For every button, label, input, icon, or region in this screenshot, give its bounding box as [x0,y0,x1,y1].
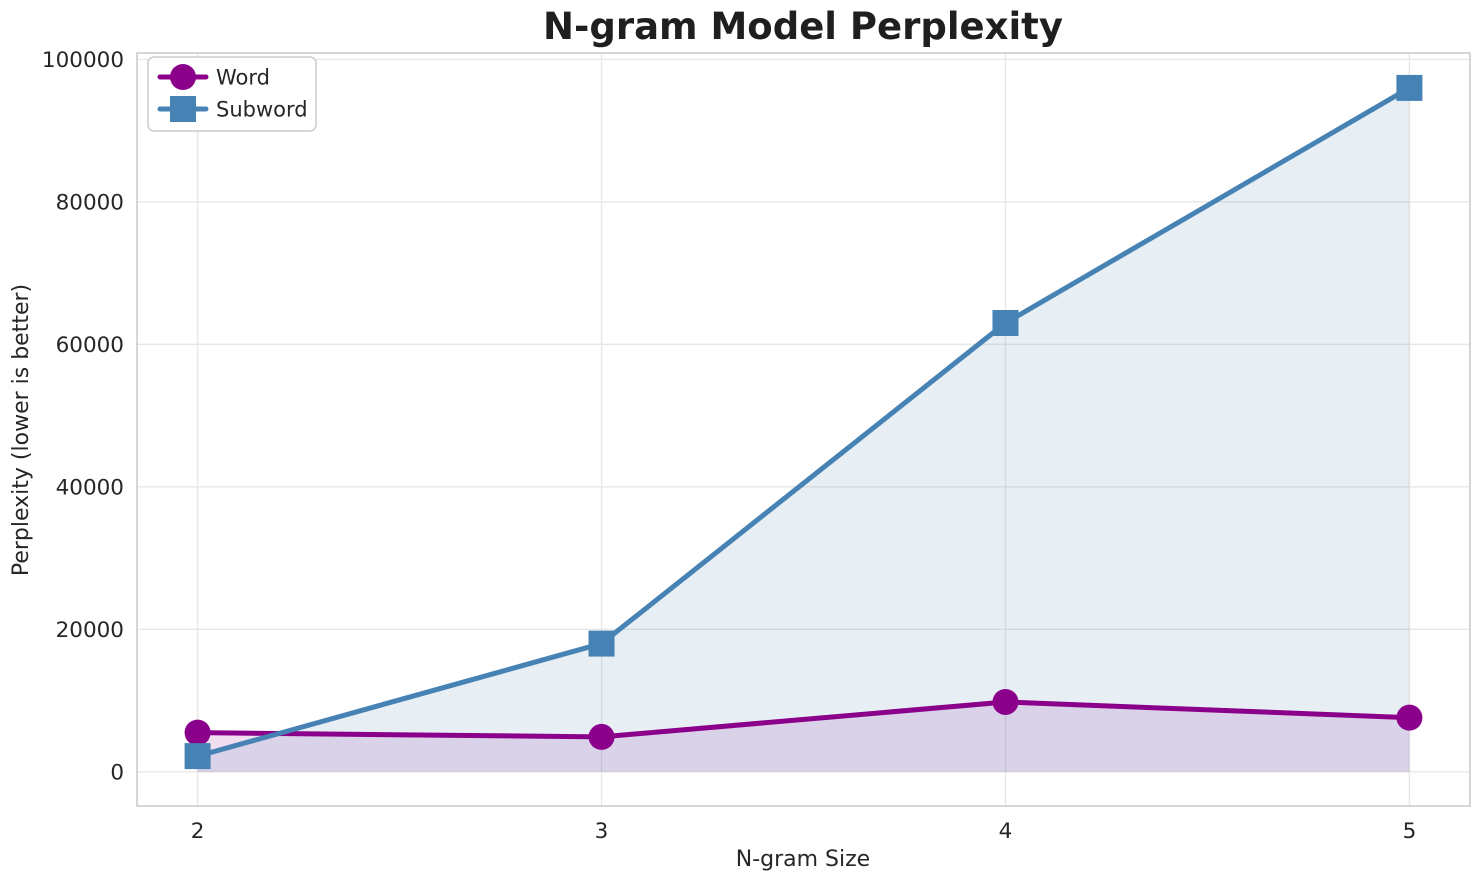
series-area-fills [197,87,1410,772]
data-point-subword [184,743,211,770]
y-tick-label: 80000 [56,190,124,215]
data-point-word [184,719,211,746]
area-fill-subword [197,87,1410,772]
data-point-word [1396,704,1423,731]
data-point-word [588,723,615,750]
legend-label: Subword [216,98,308,122]
x-tick-label: 2 [191,819,205,844]
legend: Word Subword [147,56,317,132]
legend-square-marker-icon [170,96,196,122]
series-subword [184,74,1423,770]
x-axis-label: N-gram Size [736,847,870,872]
legend-circle-marker-icon [170,64,196,90]
series-word [184,688,1423,750]
data-point-subword [992,309,1019,336]
x-axis-tick-labels: 2 3 4 5 [191,819,1417,844]
y-tick-label: 0 [110,760,124,785]
y-tick-label: 40000 [56,475,124,500]
y-axis-tick-labels: 0 20000 40000 60000 80000 100000 [42,48,124,785]
series-line-subword [195,85,1412,759]
legend-label: Word [216,66,270,90]
area-fill-word [197,701,1410,772]
data-point-word [992,688,1019,715]
series-line-word [195,699,1412,740]
legend-item-subword: Subword [157,96,308,122]
data-point-subword [1396,74,1423,101]
x-tick-label: 4 [999,819,1013,844]
chart-title: N-gram Model Perplexity [543,5,1063,48]
series-lines-and-markers [184,74,1423,770]
plot-border [136,52,1471,807]
grid-lines [137,53,1470,806]
legend-item-word: Word [157,64,270,90]
x-tick-label: 3 [595,819,609,844]
y-tick-label: 100000 [42,48,124,73]
x-tick-label: 5 [1403,819,1417,844]
y-axis-label: Perplexity (lower is better) [9,284,34,576]
data-point-subword [588,630,615,657]
y-tick-label: 60000 [56,333,124,358]
y-tick-label: 20000 [56,618,124,643]
